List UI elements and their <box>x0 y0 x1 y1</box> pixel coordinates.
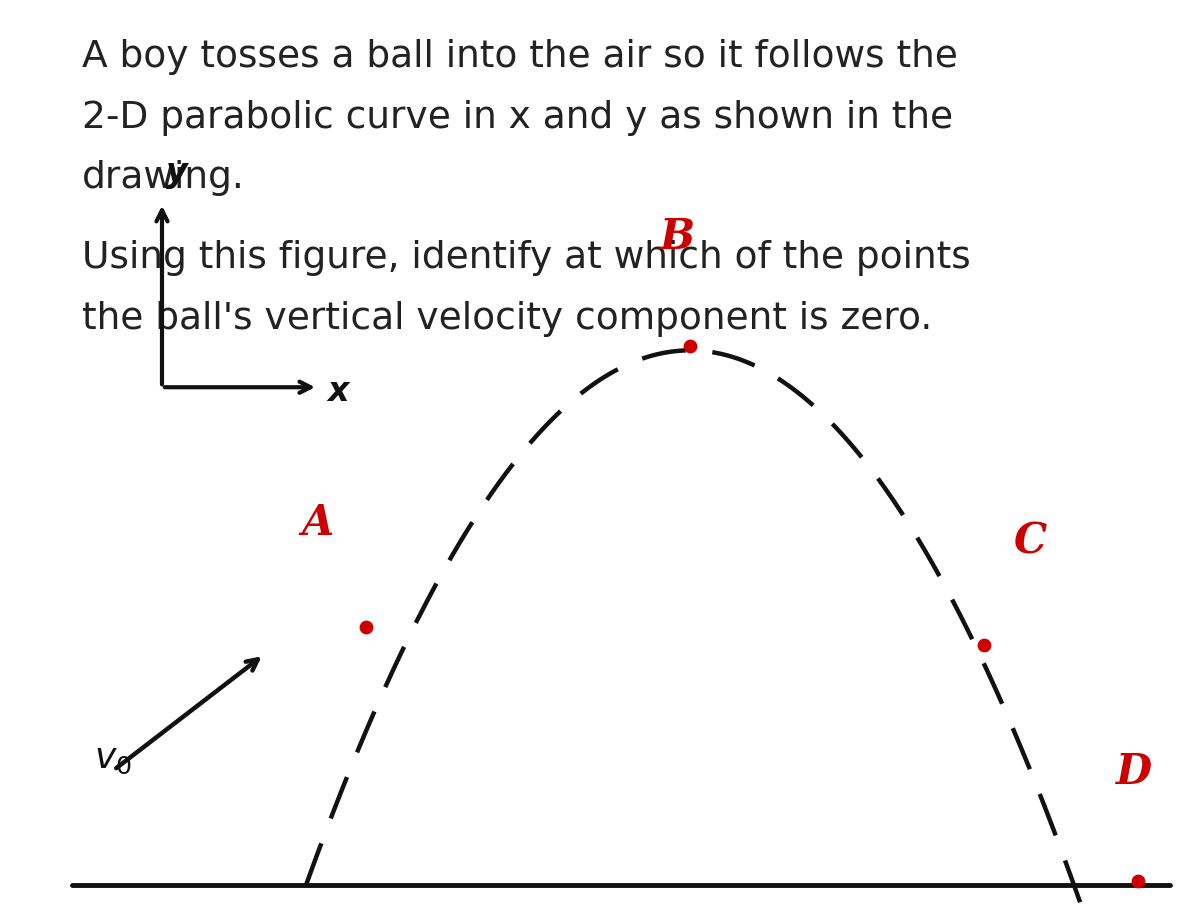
Text: $v_0$: $v_0$ <box>94 742 131 776</box>
Text: y: y <box>166 156 187 189</box>
Point <box>1128 873 1147 888</box>
Text: Using this figure, identify at which of the points: Using this figure, identify at which of … <box>82 240 971 276</box>
Text: C: C <box>1014 520 1048 562</box>
Text: D: D <box>1116 751 1152 793</box>
Text: A boy tosses a ball into the air so it follows the: A boy tosses a ball into the air so it f… <box>82 39 958 75</box>
Text: B: B <box>660 216 696 258</box>
Text: x: x <box>328 375 349 408</box>
Text: drawing.: drawing. <box>82 160 245 196</box>
Point <box>974 638 994 653</box>
Point <box>680 338 700 353</box>
Point <box>356 620 376 634</box>
Text: the ball's vertical velocity component is zero.: the ball's vertical velocity component i… <box>82 301 932 337</box>
Text: 2-D parabolic curve in x and y as shown in the: 2-D parabolic curve in x and y as shown … <box>82 100 953 136</box>
Text: A: A <box>301 502 334 544</box>
